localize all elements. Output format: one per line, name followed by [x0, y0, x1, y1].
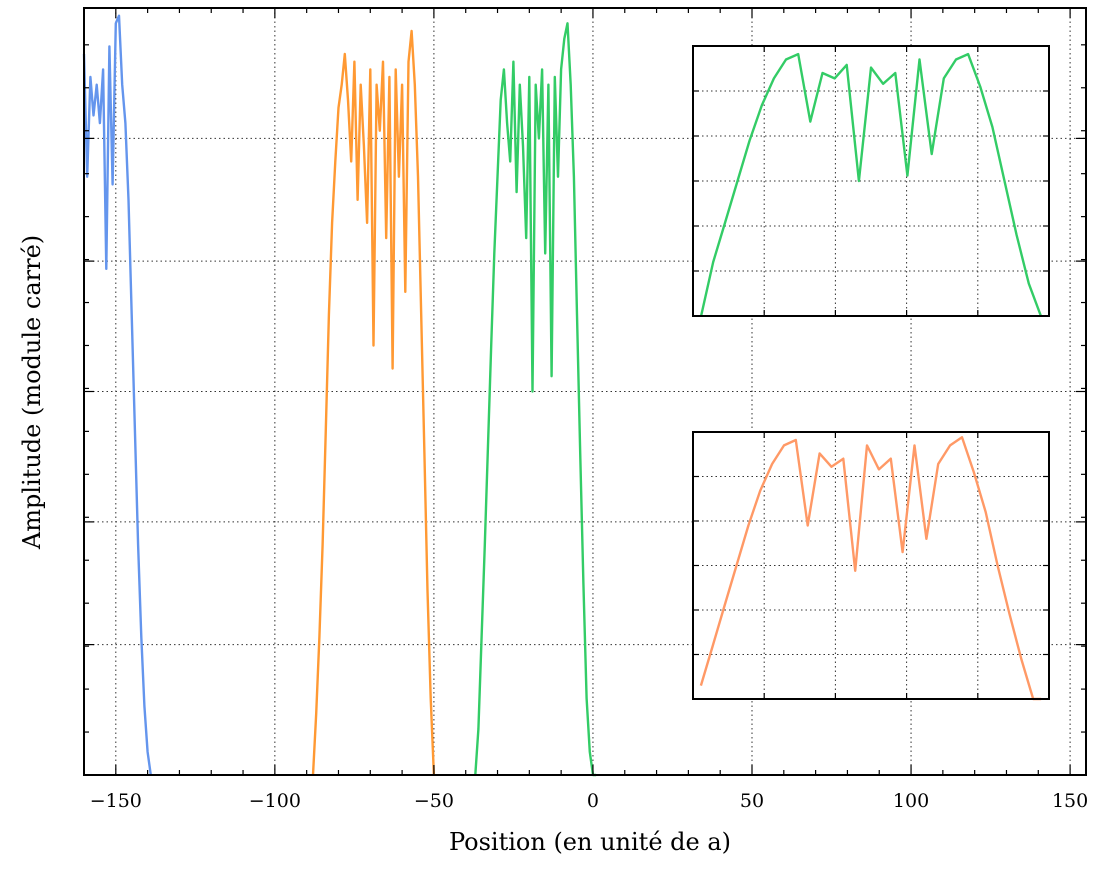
x-tick-label: −100 — [249, 790, 301, 812]
x-tick-label: 100 — [893, 790, 929, 812]
series-line-2 — [311, 29, 436, 776]
inset-top-series-line — [699, 52, 1043, 317]
y-axis-title: Amplitude (module carré) — [18, 235, 46, 550]
series-line-3 — [474, 22, 597, 777]
inset-frame-top — [692, 45, 1050, 317]
x-tick-label: 0 — [587, 790, 599, 812]
inset-frame-bottom — [692, 431, 1050, 700]
x-tick-label: 150 — [1052, 790, 1088, 812]
inset-panels — [692, 45, 1050, 701]
inset-bottom-series-line — [699, 436, 1042, 701]
ticks — [84, 8, 1086, 775]
x-axis-title: Position (en unité de a) — [449, 828, 731, 856]
x-tick-label: 50 — [740, 790, 764, 812]
series-line-1 — [82, 14, 152, 776]
x-tick-label: −50 — [414, 790, 454, 812]
series-layer — [82, 14, 597, 777]
x-tick-labels: −150 −100 −50 0 50 100 150 — [90, 790, 1089, 812]
x-tick-label: −150 — [90, 790, 142, 812]
